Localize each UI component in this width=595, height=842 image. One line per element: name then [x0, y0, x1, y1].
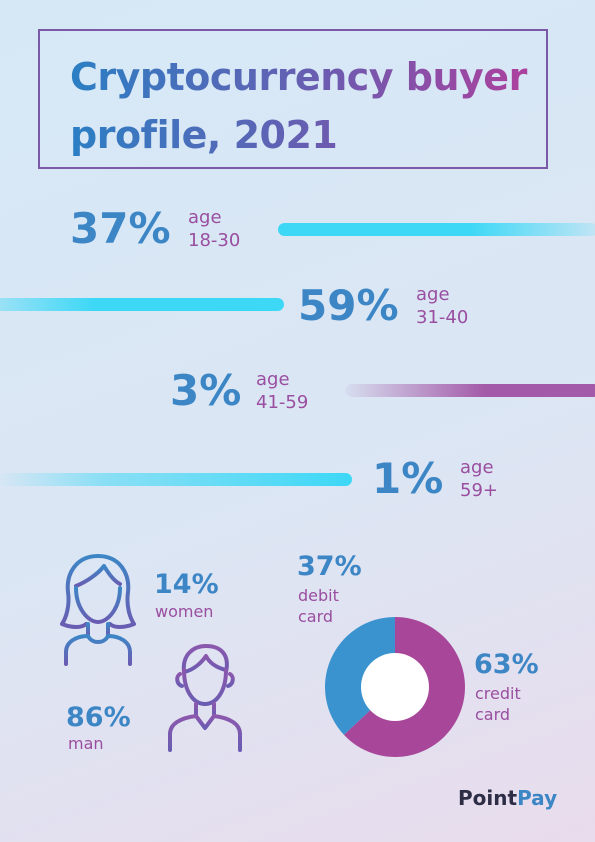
logo-part2: Pay [517, 786, 558, 810]
age-bar-31-40 [0, 298, 284, 311]
age-41-59-range: 41-59 [256, 392, 309, 413]
age-31-40-label: age [416, 284, 450, 305]
age-bar-41-59 [345, 384, 595, 397]
age-18-30-label: age [188, 207, 222, 228]
age-31-40-percent: 59% [298, 281, 399, 330]
donut-slice-debit [325, 617, 395, 735]
men-label: man [68, 734, 104, 753]
logo-part1: Point [458, 786, 518, 810]
donut-hole [361, 653, 429, 721]
title-frame [38, 29, 548, 169]
age-59-plus-percent: 1% [372, 454, 444, 503]
credit-percent: 63% [474, 649, 539, 680]
age-18-30-range: 18-30 [188, 230, 241, 251]
age-bar-59-plus [0, 473, 352, 486]
credit-label-line1: credit [475, 684, 521, 703]
age-59-plus-label: age [460, 457, 494, 478]
payment-donut-chart [325, 617, 465, 757]
women-label: women [155, 602, 214, 621]
women-percent: 14% [154, 569, 219, 600]
age-41-59-percent: 3% [170, 366, 242, 415]
age-18-30-percent: 37% [70, 204, 171, 253]
pointpay-logo: PointPay [458, 786, 557, 810]
man-icon [168, 644, 242, 752]
debit-label-line2: card [298, 607, 334, 626]
age-31-40-range: 31-40 [416, 307, 469, 328]
age-bar-18-30 [278, 223, 595, 236]
age-59-plus-range: 59+ [460, 480, 498, 501]
debit-percent: 37% [297, 551, 362, 582]
page-title: Cryptocurrency buyer profile, 2021 [70, 48, 540, 164]
debit-label-line1: debit [298, 586, 339, 605]
age-41-59-label: age [256, 369, 290, 390]
men-percent: 86% [66, 702, 131, 733]
woman-icon [60, 554, 136, 666]
credit-label-line2: card [475, 705, 511, 724]
